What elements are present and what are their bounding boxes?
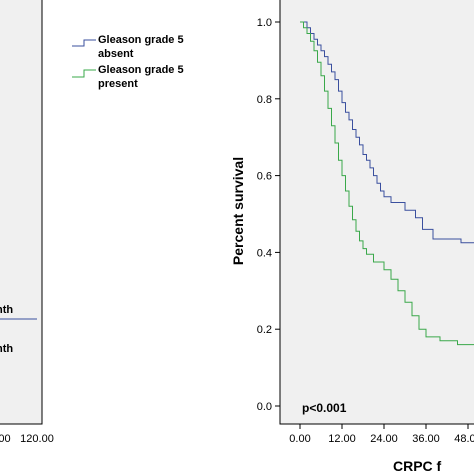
x-tick-label-4: 48.00 bbox=[454, 433, 474, 445]
left-panel: nth nth .00 120.00 bbox=[0, 0, 54, 445]
x-tick-label-0: 0.00 bbox=[289, 433, 310, 445]
left-text-fragment-1: nth bbox=[0, 304, 13, 316]
series-line-present bbox=[300, 21, 474, 346]
legend: Gleason grade 5 absent Gleason grade 5 p… bbox=[72, 34, 184, 90]
legend-label-present-line1: Gleason grade 5 bbox=[98, 64, 184, 76]
p-value-annotation: p<0.001 bbox=[302, 401, 347, 415]
y-tick-label-0: 0.0 bbox=[257, 401, 272, 413]
x-axis-label: CRPC f bbox=[393, 458, 442, 474]
y-tick-label-1: 0.2 bbox=[257, 324, 272, 336]
x-tick-label-2: 24.00 bbox=[370, 433, 398, 445]
left-x-tick-label-1: 120.00 bbox=[20, 433, 54, 445]
legend-label-present-line2: present bbox=[98, 78, 138, 90]
y-tick-label-3: 0.6 bbox=[257, 171, 272, 183]
y-tick-label-2: 0.4 bbox=[257, 247, 272, 259]
legend-label-absent-line1: Gleason grade 5 bbox=[98, 34, 184, 46]
legend-symbol-present bbox=[72, 69, 96, 78]
legend-symbol-absent bbox=[72, 39, 96, 47]
x-tick-label-1: 12.00 bbox=[328, 433, 356, 445]
y-tick-label-5: 1.0 bbox=[257, 17, 272, 29]
plot-area bbox=[279, 0, 474, 425]
x-tick-label-3: 36.00 bbox=[412, 433, 440, 445]
y-ticks: 0.0 0.2 0.4 0.6 0.8 1.0 bbox=[257, 17, 280, 413]
y-tick-label-4: 0.8 bbox=[257, 94, 272, 106]
left-text-fragment-2: nth bbox=[0, 343, 13, 355]
legend-label-absent-line2: absent bbox=[98, 48, 134, 60]
left-x-tick-label-0: .00 bbox=[0, 433, 11, 445]
series-line-absent bbox=[300, 21, 474, 244]
right-panel: 0.0 0.2 0.4 0.6 0.8 1.0 0.00 12.00 24.00 36.00 48… bbox=[230, 0, 474, 474]
left-plot-area bbox=[0, 0, 43, 425]
y-axis-label: Percent survival bbox=[230, 157, 246, 265]
